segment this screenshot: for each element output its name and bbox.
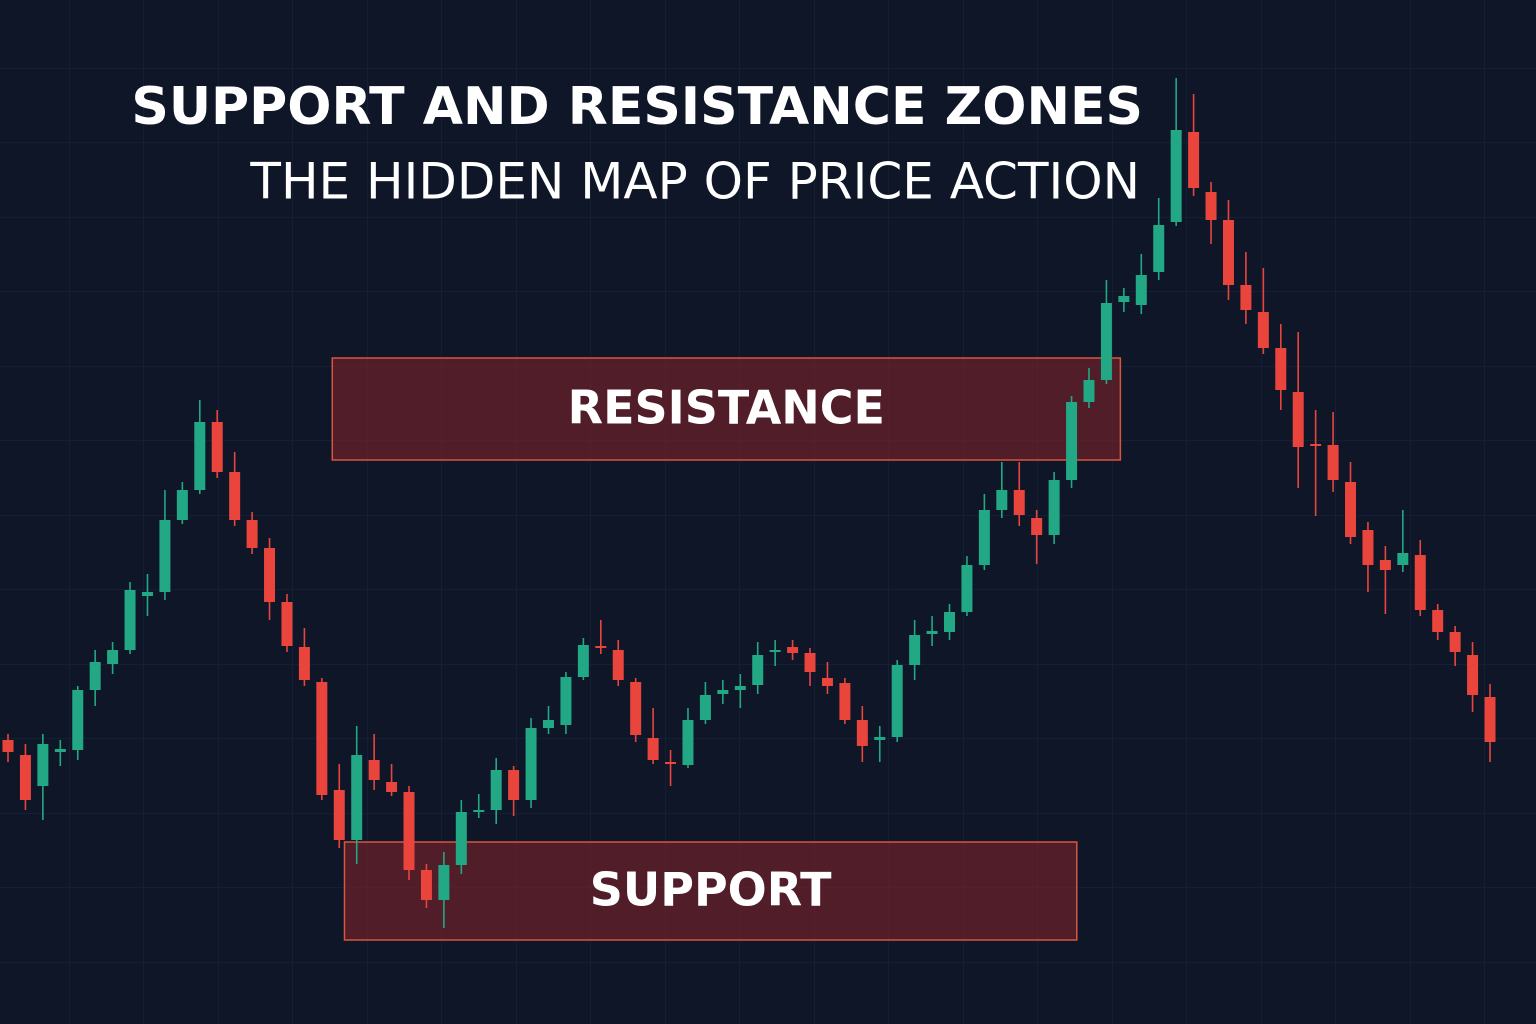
candle-body xyxy=(37,744,49,786)
candle-body xyxy=(856,720,868,746)
candle-body xyxy=(1222,220,1234,285)
candles xyxy=(2,78,1496,928)
candle-body xyxy=(1467,655,1479,695)
candle-body xyxy=(1083,380,1095,402)
candle-body xyxy=(1048,480,1060,535)
zone xyxy=(331,357,1122,461)
candle-body xyxy=(839,683,851,720)
candle-body xyxy=(961,565,973,612)
candle-body xyxy=(2,740,14,752)
candle-body xyxy=(1240,285,1252,310)
candle-body xyxy=(351,755,363,840)
candle-body xyxy=(821,678,833,686)
candle-body xyxy=(194,422,206,490)
candle-body xyxy=(281,602,293,646)
candle-body xyxy=(647,738,659,760)
zone-label: RESISTANCE xyxy=(568,381,885,435)
candle-body xyxy=(229,472,241,520)
candle-body xyxy=(944,612,956,632)
candle-body xyxy=(699,695,711,720)
candle-body xyxy=(1449,632,1461,652)
candle-body xyxy=(211,422,223,472)
candle-body xyxy=(1188,132,1200,188)
candle-body xyxy=(682,720,694,765)
candle-body xyxy=(804,653,816,672)
candle-body xyxy=(1118,296,1130,302)
candle-body xyxy=(612,650,624,680)
candle-body xyxy=(996,490,1008,510)
candle-body xyxy=(734,686,746,690)
candle-body xyxy=(54,749,66,752)
candle-body xyxy=(542,720,554,728)
candle-body xyxy=(1327,445,1339,480)
zones xyxy=(331,357,1122,941)
candle-body xyxy=(926,631,938,634)
candle-body xyxy=(1345,482,1357,537)
candle-body xyxy=(1379,560,1391,570)
candle-body xyxy=(752,655,764,685)
candle-body xyxy=(455,812,467,865)
candle-body xyxy=(1275,348,1287,390)
candle-body xyxy=(978,510,990,565)
candle-body xyxy=(1066,402,1078,480)
candle-body xyxy=(403,792,415,870)
candle-body xyxy=(19,755,31,800)
candle-body xyxy=(595,646,607,648)
candle-body xyxy=(107,650,119,664)
candle-body xyxy=(1135,275,1147,305)
candle-body xyxy=(89,662,101,690)
candle-body xyxy=(1484,697,1496,742)
zone-labels: RESISTANCE SUPPORT xyxy=(568,381,885,917)
candle-body xyxy=(1362,530,1374,565)
candle-body xyxy=(368,760,380,780)
candle-body xyxy=(1100,303,1112,380)
candle-body xyxy=(1013,490,1025,515)
candle-body xyxy=(264,548,276,602)
candle-body xyxy=(665,762,677,764)
candle-body xyxy=(246,520,258,548)
candle-body xyxy=(1310,444,1322,446)
candle-body xyxy=(333,790,345,840)
candle-body xyxy=(141,592,153,596)
candle-body xyxy=(769,650,781,652)
candle-body xyxy=(1292,392,1304,447)
candle-body xyxy=(508,770,520,800)
candle-body xyxy=(525,728,537,800)
candle-body xyxy=(298,647,310,680)
candle-body xyxy=(1432,610,1444,632)
chart-subtitle: THE HIDDEN MAP OF PRICE ACTION xyxy=(249,153,1140,211)
candle-body xyxy=(473,810,485,812)
candle-body xyxy=(630,682,642,735)
candle-body xyxy=(717,690,729,694)
candle-body xyxy=(1153,225,1165,272)
candle-body xyxy=(577,645,589,677)
candle-body xyxy=(1397,553,1409,565)
candle-body xyxy=(386,782,398,792)
candle-body xyxy=(490,770,502,810)
candle-body xyxy=(1031,518,1043,535)
zone xyxy=(343,841,1078,941)
candle-body xyxy=(420,870,432,900)
candle-body xyxy=(891,665,903,737)
candle-body xyxy=(159,520,171,592)
candle-body xyxy=(1170,130,1182,222)
candle-body xyxy=(1205,192,1217,220)
chart-title: SUPPORT AND RESISTANCE ZONES xyxy=(131,77,1143,137)
zone-label: SUPPORT xyxy=(590,863,832,917)
candle-body xyxy=(438,865,450,900)
candle-body xyxy=(316,682,328,795)
candle-body xyxy=(1414,555,1426,610)
candle-body xyxy=(72,690,84,750)
candle-body xyxy=(1257,312,1269,348)
candle-body xyxy=(176,490,188,520)
candle-body xyxy=(874,737,886,740)
candle-body xyxy=(909,635,921,665)
candle-body xyxy=(560,677,572,725)
candle-body xyxy=(787,647,799,653)
candle-body xyxy=(124,590,136,650)
